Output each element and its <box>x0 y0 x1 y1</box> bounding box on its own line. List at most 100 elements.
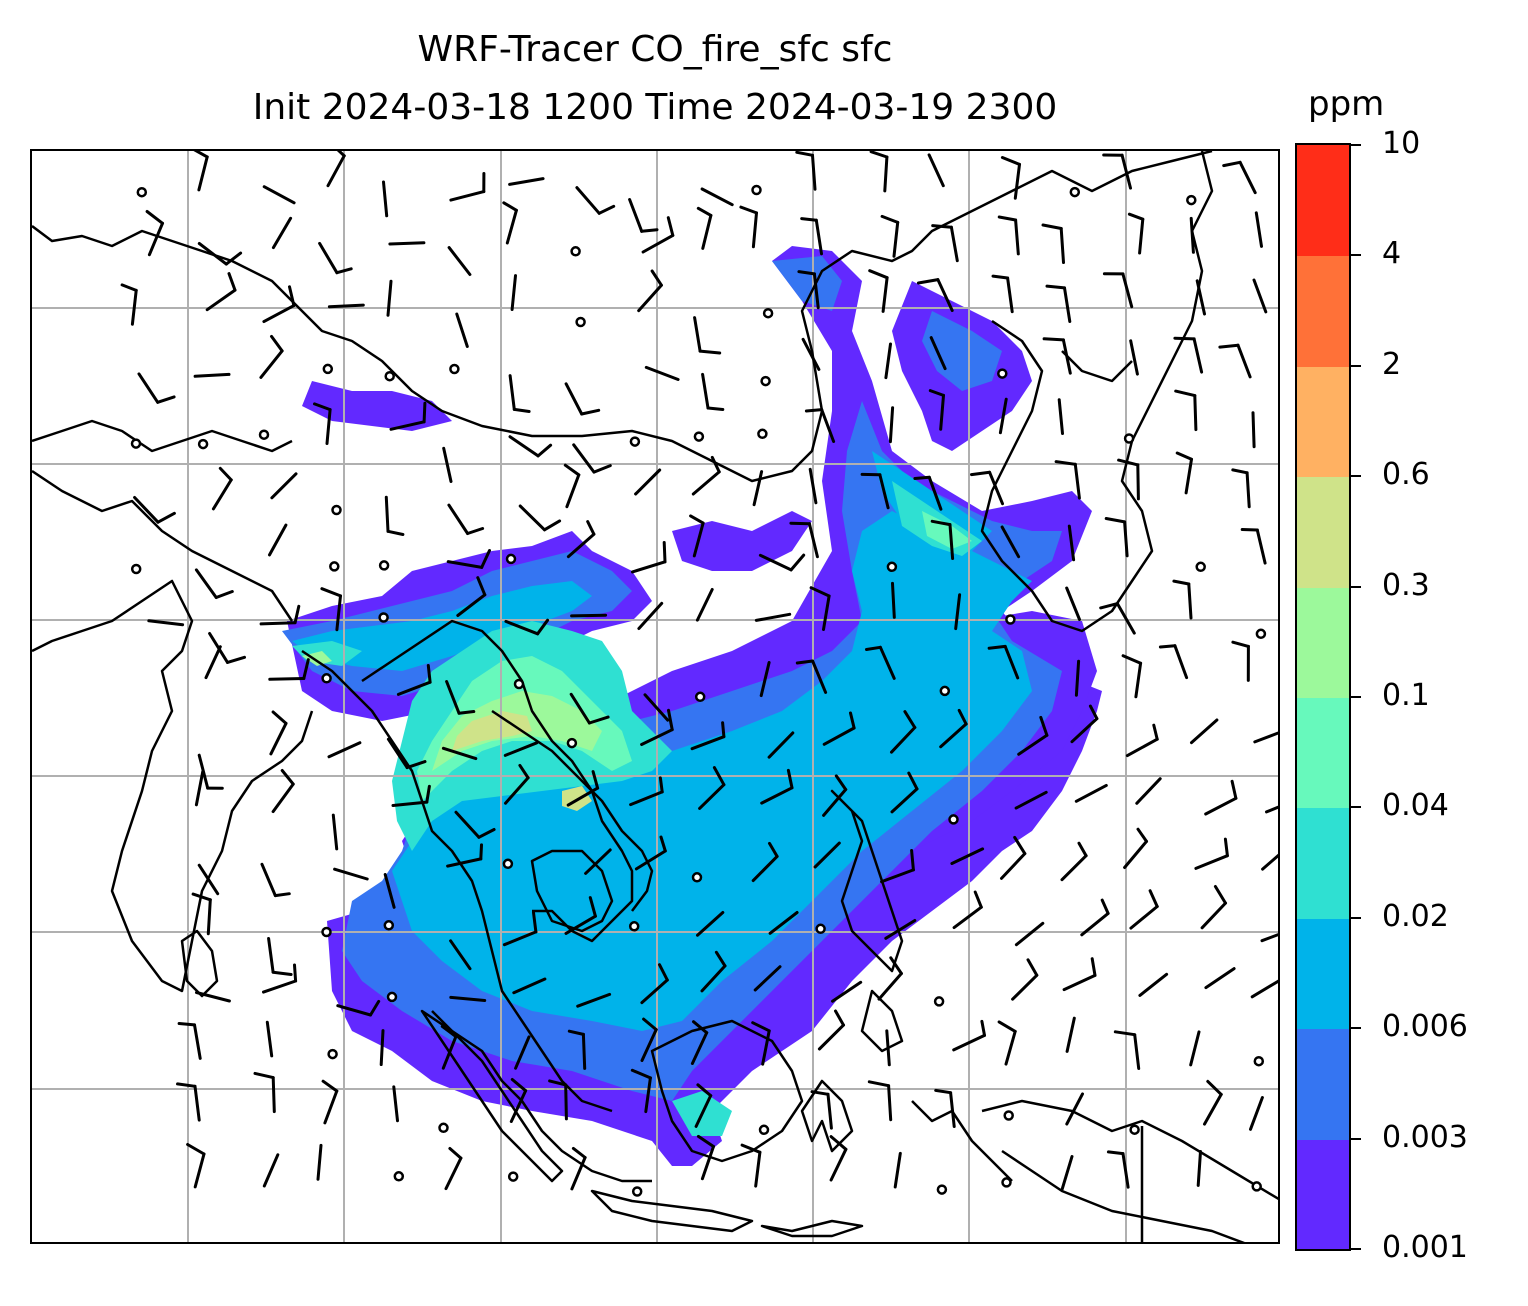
calm-circle <box>502 858 514 870</box>
wind-barb <box>800 217 823 256</box>
wind-barb <box>893 1151 902 1189</box>
wind-barb <box>630 1068 652 1114</box>
wind-barb <box>693 316 722 355</box>
wind-barb <box>504 618 550 636</box>
calm-circle <box>1195 561 1206 573</box>
wind-barb <box>194 568 234 599</box>
wind-barb <box>1000 156 1021 200</box>
wind-barb <box>211 466 233 511</box>
wind-barb <box>1231 468 1251 509</box>
wind-barb <box>987 644 1020 680</box>
wind-barb <box>197 242 243 266</box>
wind-barb <box>916 278 954 312</box>
wind-barb <box>634 835 667 871</box>
wind-barb <box>570 1146 587 1191</box>
wind-barb <box>137 372 176 404</box>
calm-circle <box>258 429 270 440</box>
wind-barb <box>455 312 469 348</box>
plume-level-1d <box>302 381 452 431</box>
wind-barb <box>333 867 369 881</box>
wind-barb <box>739 205 758 249</box>
wind-barb <box>1249 1096 1264 1131</box>
wind-barb <box>631 541 667 574</box>
wind-barb <box>640 708 674 746</box>
colorbar-band <box>1297 476 1349 588</box>
wind-barb <box>510 274 517 311</box>
wind-barb <box>754 612 792 622</box>
wind-barb <box>808 467 818 505</box>
wind-barb <box>456 576 487 617</box>
colorbar-band <box>1297 365 1349 478</box>
calm-circle <box>693 431 705 442</box>
calm-circle <box>1186 194 1197 206</box>
wind-barb <box>514 1035 531 1070</box>
colorbar-band <box>1297 1138 1349 1249</box>
wind-barb <box>928 389 945 431</box>
calm-circle <box>691 872 703 883</box>
wind-barb <box>809 586 831 631</box>
wind-barb <box>1252 278 1268 314</box>
wind-barb <box>569 692 610 725</box>
wind-barb <box>696 1134 715 1181</box>
wind-barb <box>1054 460 1081 500</box>
colorbar-tick-label: 10 <box>1382 126 1421 161</box>
wind-barb <box>1065 1016 1076 1053</box>
wind-barb <box>444 1147 463 1191</box>
wind-barb <box>860 472 890 510</box>
wind-barb <box>267 937 293 976</box>
wind-barb <box>1265 805 1278 814</box>
wind-barb <box>446 549 491 569</box>
wind-barb <box>147 619 185 627</box>
wind-barb <box>628 198 659 233</box>
wind-barb <box>927 153 945 188</box>
wind-barb <box>269 710 288 756</box>
calm-circle <box>1253 1055 1265 1067</box>
wind-barb <box>640 1017 658 1062</box>
wind-barb <box>386 737 427 770</box>
wind-barb <box>884 919 917 940</box>
calm-circle <box>628 921 640 932</box>
wind-barb <box>204 645 222 680</box>
wind-barb <box>689 514 705 558</box>
wind-barb <box>512 977 547 995</box>
wind-barb <box>865 645 896 680</box>
wind-barb <box>575 186 616 215</box>
colorbar-tick <box>1351 1137 1361 1140</box>
calm-circle <box>1003 1110 1014 1121</box>
colorbar-tick-label: 4 <box>1382 236 1402 272</box>
wind-barb <box>1172 579 1193 620</box>
calm-circle <box>1251 1181 1262 1192</box>
wind-barb <box>1250 979 1278 999</box>
wind-barb <box>133 496 176 524</box>
calm-circle <box>329 561 340 572</box>
wind-barb <box>1173 336 1204 374</box>
wind-barb <box>1042 337 1072 375</box>
calm-circle <box>197 438 209 450</box>
wind-barb <box>952 1019 986 1052</box>
wind-barb <box>1060 1155 1074 1191</box>
calm-circle <box>449 363 460 375</box>
wind-barb <box>318 241 353 275</box>
wind-barb <box>268 523 288 557</box>
calm-circle <box>386 991 398 1003</box>
wind-barb <box>694 1083 713 1128</box>
wind-barb <box>804 408 836 443</box>
colorbar-band <box>1297 917 1349 1030</box>
wind-barb <box>120 283 138 326</box>
wind-barb <box>502 201 518 245</box>
calm-circle <box>130 563 142 575</box>
colorbar-band <box>1297 586 1349 698</box>
wind-barb <box>449 172 486 202</box>
wind-barb <box>998 397 1008 435</box>
wind-barb <box>327 303 365 309</box>
wind-barb <box>690 721 726 751</box>
calm-circle <box>760 375 771 387</box>
colorbar-band <box>1297 145 1349 257</box>
calm-circle <box>629 436 641 447</box>
wind-barb <box>326 151 346 188</box>
calm-circle <box>383 920 395 931</box>
wind-barb <box>563 463 581 509</box>
calm-circle <box>566 737 578 749</box>
colorbar-tick-label: 0.3 <box>1382 567 1430 603</box>
wind-barb <box>570 613 608 618</box>
